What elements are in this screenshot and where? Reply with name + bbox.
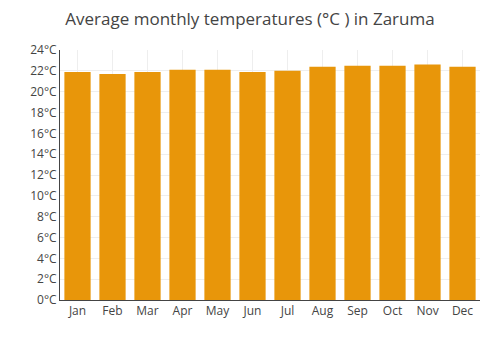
svg-text:Apr: Apr [173,302,193,319]
svg-text:6°C: 6°C [37,229,57,246]
svg-text:4°C: 4°C [37,250,57,267]
svg-text:Jun: Jun [243,302,262,319]
svg-text:8°C: 8°C [37,208,57,225]
svg-text:Nov: Nov [416,302,438,319]
svg-text:10°C: 10°C [30,187,57,204]
svg-text:18°C: 18°C [30,104,57,121]
svg-text:14°C: 14°C [30,145,57,162]
svg-text:Jan: Jan [68,302,86,319]
svg-text:0°C: 0°C [37,291,57,308]
svg-text:24°C: 24°C [30,41,57,58]
svg-text:Jul: Jul [280,302,295,319]
svg-text:Oct: Oct [383,302,402,319]
svg-text:Aug: Aug [312,302,334,319]
svg-text:20°C: 20°C [30,83,57,100]
svg-text:16°C: 16°C [30,125,57,142]
svg-text:Dec: Dec [452,302,473,319]
svg-text:Mar: Mar [136,302,158,319]
svg-text:Feb: Feb [102,302,122,319]
svg-text:Sep: Sep [347,302,368,319]
svg-text:2°C: 2°C [37,270,57,287]
svg-text:12°C: 12°C [30,166,57,183]
svg-text:22°C: 22°C [30,62,57,79]
svg-text:Average monthly temperatures (: Average monthly temperatures (°C ) in Za… [65,7,434,30]
svg-text:May: May [206,302,230,319]
